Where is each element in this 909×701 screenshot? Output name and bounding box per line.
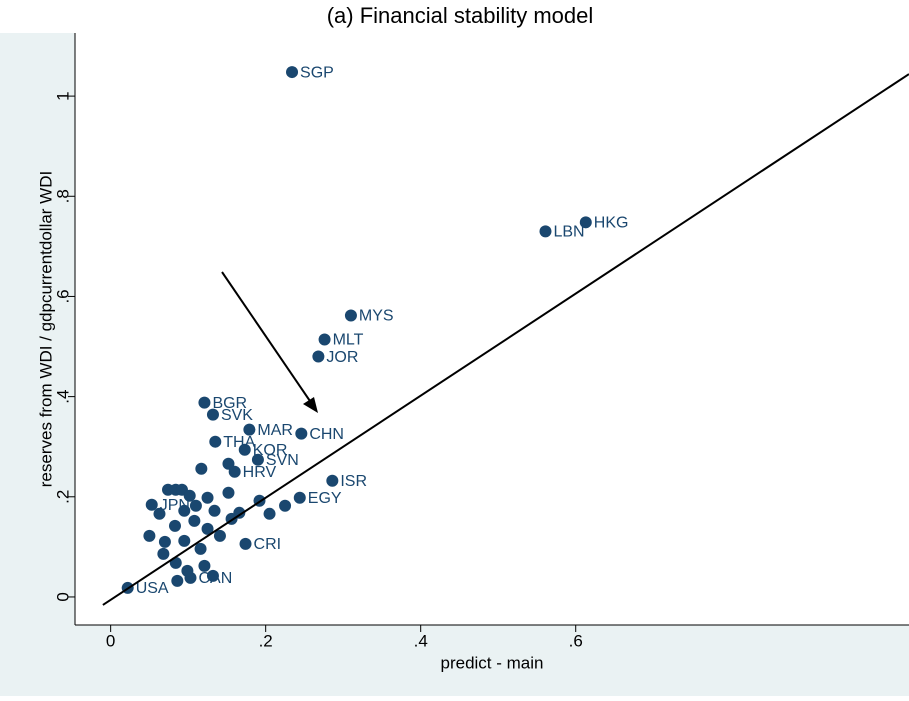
point: [183, 489, 196, 502]
point: [206, 408, 219, 421]
point: [222, 486, 235, 499]
point: [312, 350, 325, 363]
point: [178, 534, 191, 547]
point: [238, 443, 251, 456]
point: [171, 574, 184, 587]
x-tick-label: 0: [106, 631, 115, 650]
point-label: MLT: [333, 332, 364, 349]
point: [344, 309, 357, 322]
plot-region: [75, 33, 909, 625]
point: [188, 514, 201, 527]
point-label: MAR: [257, 422, 293, 439]
x-tick-label: .6: [569, 631, 583, 650]
point-label: ISR: [340, 473, 367, 490]
point: [145, 498, 158, 511]
point-label: CHN: [309, 426, 344, 443]
point-label: SVK: [221, 407, 253, 424]
point: [326, 474, 339, 487]
point: [198, 559, 211, 572]
point-label: SGP: [300, 64, 334, 81]
point-label: BGR: [212, 395, 247, 412]
point: [194, 542, 207, 555]
fit-line: [102, 73, 909, 606]
point: [195, 462, 208, 475]
point-label: CAN: [198, 570, 232, 587]
point-label: JOR: [326, 349, 358, 366]
y-tick-label: .6: [53, 289, 72, 303]
point: [251, 453, 264, 466]
point-label: HKG: [594, 215, 629, 232]
point: [143, 529, 156, 542]
y-tick-label: .2: [53, 490, 72, 504]
point: [168, 519, 181, 532]
point: [206, 569, 219, 582]
point: [279, 499, 292, 512]
point: [181, 564, 194, 577]
chart-title: (a) Financial stability model: [327, 3, 594, 28]
x-tick-label: .4: [414, 631, 428, 650]
point-label: KOR: [253, 442, 288, 459]
point-label: THA: [223, 434, 255, 451]
point: [318, 333, 331, 346]
point: [189, 499, 202, 512]
point: [295, 427, 308, 440]
point: [208, 504, 221, 517]
point-label: EGY: [308, 490, 342, 507]
point: [222, 457, 235, 470]
point: [239, 537, 252, 550]
y-tick-label: .4: [53, 390, 72, 404]
point-label: CRI: [254, 536, 282, 553]
point-label: HRV: [243, 464, 277, 481]
point: [243, 423, 256, 436]
point-label: MYS: [359, 308, 394, 325]
arrow-head: [303, 397, 318, 413]
point: [213, 529, 226, 542]
x-tick-label: .2: [259, 631, 273, 650]
point: [201, 491, 214, 504]
point-label: JPN: [160, 497, 190, 514]
point: [293, 491, 306, 504]
plot: 0.2.4.6.810.2.4.6SGPHKGLBNMYSMLTJORBGRSV…: [53, 33, 909, 650]
point: [539, 225, 552, 238]
point: [209, 435, 222, 448]
point: [198, 396, 211, 409]
y-tick-label: 1: [53, 91, 72, 100]
annotation-arrow: [221, 271, 313, 405]
y-tick-label: 0: [53, 592, 72, 601]
point: [153, 507, 166, 520]
point: [178, 504, 191, 517]
y-tick-label: .8: [53, 189, 72, 203]
point: [286, 66, 299, 79]
point: [201, 522, 214, 535]
point: [157, 547, 170, 560]
point-label: SVN: [266, 452, 299, 469]
point: [579, 216, 592, 229]
x-axis-label: predict - main: [441, 653, 544, 672]
point: [263, 507, 276, 520]
point-label: USA: [136, 580, 169, 597]
point-label: LBN: [553, 224, 584, 241]
y-axis-label: reserves from WDI / gdpcurrentdollar WDI: [36, 171, 55, 487]
point: [158, 535, 171, 548]
